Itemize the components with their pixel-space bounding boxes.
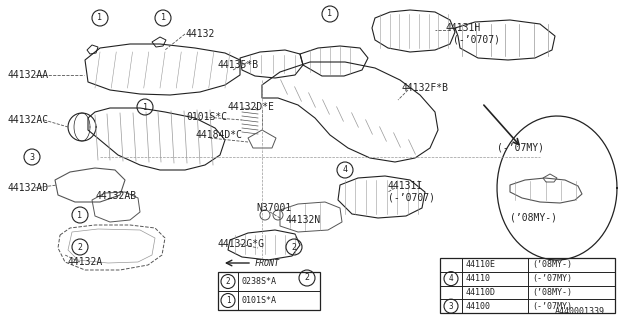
Text: (-’07MY): (-’07MY) bbox=[532, 302, 572, 311]
Text: 1: 1 bbox=[77, 211, 83, 220]
Text: 0101S*C: 0101S*C bbox=[186, 112, 227, 122]
Text: 44132F*B: 44132F*B bbox=[402, 83, 449, 93]
Text: 4: 4 bbox=[342, 165, 348, 174]
Text: 0238S*A: 0238S*A bbox=[242, 277, 277, 286]
Text: 44184D*C: 44184D*C bbox=[196, 130, 243, 140]
Text: (’08MY-): (’08MY-) bbox=[532, 260, 572, 269]
Text: 44132AC: 44132AC bbox=[8, 115, 49, 125]
Text: 44132AD: 44132AD bbox=[8, 183, 49, 193]
Text: 1: 1 bbox=[97, 13, 102, 22]
Text: 44132G*G: 44132G*G bbox=[218, 239, 265, 249]
Text: 44131I: 44131I bbox=[388, 181, 423, 191]
Text: (’08MY-): (’08MY-) bbox=[510, 213, 557, 223]
Text: (-’0707): (-’0707) bbox=[453, 35, 500, 45]
Text: 2: 2 bbox=[291, 243, 296, 252]
Text: 1: 1 bbox=[143, 102, 147, 111]
Text: 44110D: 44110D bbox=[466, 288, 496, 297]
Text: A440001339: A440001339 bbox=[555, 308, 605, 316]
Text: 3: 3 bbox=[29, 153, 35, 162]
Text: 1: 1 bbox=[161, 13, 166, 22]
Text: 1: 1 bbox=[328, 10, 333, 19]
Text: 44132N: 44132N bbox=[285, 215, 320, 225]
Text: 2: 2 bbox=[305, 274, 310, 283]
Text: 44132AA: 44132AA bbox=[8, 70, 49, 80]
Text: 1: 1 bbox=[226, 296, 230, 305]
Text: 44110E: 44110E bbox=[466, 260, 496, 269]
Text: 0101S*A: 0101S*A bbox=[242, 296, 277, 305]
Text: 44132A: 44132A bbox=[68, 257, 103, 267]
Text: FRONT: FRONT bbox=[255, 259, 280, 268]
Text: 4: 4 bbox=[449, 274, 453, 283]
Text: N37001: N37001 bbox=[256, 203, 291, 213]
Text: 3: 3 bbox=[449, 302, 453, 311]
Text: 2: 2 bbox=[77, 243, 83, 252]
Text: 44132AB: 44132AB bbox=[95, 191, 136, 201]
Text: (-’07MY): (-’07MY) bbox=[532, 274, 572, 283]
Text: 44110: 44110 bbox=[466, 274, 491, 283]
Bar bbox=[218, 272, 320, 310]
Text: 44132D*E: 44132D*E bbox=[228, 102, 275, 112]
Text: (’08MY-): (’08MY-) bbox=[532, 288, 572, 297]
Text: (-’07MY): (-’07MY) bbox=[497, 143, 544, 153]
Text: 44131H: 44131H bbox=[446, 23, 481, 33]
Text: 44100: 44100 bbox=[466, 302, 491, 311]
Text: 2: 2 bbox=[226, 277, 230, 286]
Text: 44132: 44132 bbox=[185, 29, 214, 39]
Bar bbox=[440, 258, 615, 313]
Text: 44135*B: 44135*B bbox=[218, 60, 259, 70]
Text: (-’0707): (-’0707) bbox=[388, 193, 435, 203]
